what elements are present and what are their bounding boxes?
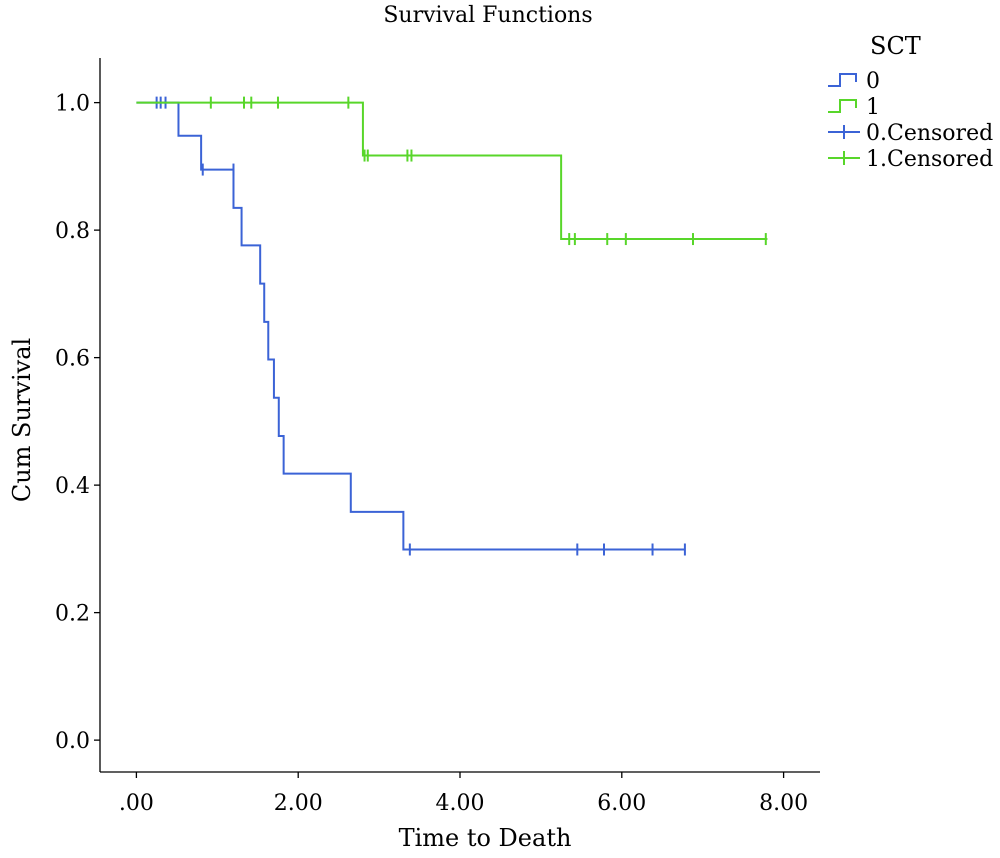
- legend-entry: 1.Censored: [828, 147, 993, 172]
- legend-label: 0.Censored: [866, 121, 993, 146]
- y-axis-label: Cum Survival: [8, 338, 36, 502]
- y-tick-label: 0.8: [55, 219, 90, 244]
- y-tick-label: 0.0: [55, 729, 90, 754]
- legend-title: SCT: [870, 32, 921, 60]
- legend-entry: 1: [828, 95, 880, 120]
- x-tick-label: 8.00: [759, 791, 808, 816]
- legend-label: 1: [866, 95, 880, 120]
- y-tick-label: 1.0: [55, 92, 90, 117]
- x-tick-label: .00: [119, 791, 154, 816]
- x-tick-label: 4.00: [436, 791, 485, 816]
- legend-label: 1.Censored: [866, 147, 993, 172]
- x-tick-label: 6.00: [597, 791, 646, 816]
- x-ticks: .00 2.00 4.00 6.00 8.00: [119, 772, 808, 816]
- legend-label: 0: [866, 69, 880, 94]
- legend-entry: 0.Censored: [828, 121, 993, 146]
- x-tick-label: 2.00: [274, 791, 323, 816]
- legend-step-swatch: [828, 73, 857, 87]
- series-1-line: [136, 101, 768, 241]
- y-ticks: 0.0 0.2 0.4 0.6 0.8 1.0: [55, 92, 100, 754]
- chart-title: Survival Functions: [383, 3, 592, 28]
- y-tick-label: 0.2: [55, 602, 90, 627]
- legend-step-swatch: [828, 99, 857, 113]
- legend-entry: 0: [828, 69, 880, 94]
- plot-area: 0.0 0.2 0.4 0.6 0.8 1.0 .00 2.00 4.00 6.00 8.00: [55, 58, 820, 816]
- series-0-line: [136, 101, 685, 551]
- series-layer: [136, 96, 768, 556]
- y-tick-label: 0.6: [55, 347, 90, 372]
- x-axis-label: Time to Death: [399, 824, 572, 852]
- y-tick-label: 0.4: [55, 474, 90, 499]
